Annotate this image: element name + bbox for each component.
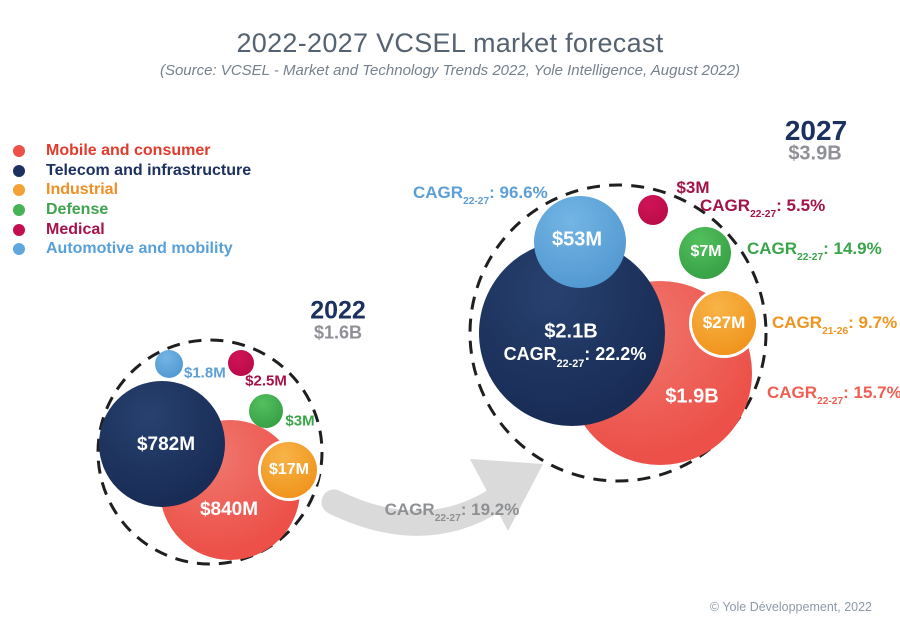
cluster-year-2022: 2022 [310, 296, 366, 325]
cagr-value: : 5.5% [776, 195, 826, 215]
cagr-prefix: CAGR [772, 312, 823, 332]
cagr-value: : 9.7% [848, 312, 898, 332]
value-2022-medical: $2.5M [245, 372, 287, 390]
value-2022-mobile: $840M [199, 499, 259, 520]
cagr-label-2027-telecom: CAGR22-27: 22.2% [503, 344, 647, 370]
bubble-2022-automotive [155, 350, 183, 378]
value-2022-industrial: $17M [268, 461, 310, 478]
cluster-total-2022: $1.6B [313, 322, 363, 343]
growth-arrow-icon [321, 459, 543, 536]
legend-dot-medical-icon [13, 223, 25, 236]
cagr-label-industrial: CAGR21-26: 9.7% [772, 312, 898, 338]
value-2027-telecom: $2.1B [544, 320, 598, 343]
cluster-total-2027: $3.9B [788, 142, 842, 165]
cagr-label-medical: CAGR22-27: 5.5% [700, 195, 826, 221]
value-2027-industrial: $27M [702, 313, 746, 332]
bubble-2022-telecom [99, 381, 225, 507]
cagr-prefix: CAGR [503, 344, 557, 365]
legend-item-medical: Medical [13, 220, 251, 240]
cagr-prefix: CAGR [700, 195, 751, 215]
overall-cagr-label: CAGR22-27: 19.2% [384, 499, 520, 525]
cluster-year-2027: 2027 [784, 115, 848, 146]
bubble-2022-industrial [261, 442, 317, 498]
cagr-value: : 15.7% [843, 382, 900, 402]
value-2022-telecom: $782M [136, 434, 196, 455]
bubble-2022-defense [249, 394, 283, 428]
legend-item-mobile: Mobile and consumer [13, 141, 251, 161]
value-2022-defense: $3M [285, 412, 315, 430]
legend-label-telecom: Telecom and infrastructure [46, 161, 252, 179]
legend-label-mobile: Mobile and consumer [46, 141, 211, 159]
legend-dot-telecom-icon [13, 164, 25, 177]
cagr-prefix: CAGR [767, 382, 818, 402]
legend-label-defense: Defense [46, 200, 109, 218]
cagr-label-defense: CAGR22-27: 14.9% [747, 238, 882, 264]
legend-dot-mobile-icon [13, 144, 25, 157]
cagr-value: : 14.9% [823, 238, 882, 258]
page-title: 2022-2027 VCSEL market forecast [236, 28, 664, 58]
cagr-prefix: CAGR [413, 182, 464, 202]
legend-item-telecom: Telecom and infrastructure [13, 161, 251, 181]
cagr-subscript: 22-27 [556, 357, 585, 370]
cagr-subscript: 22-27 [434, 513, 461, 525]
bubble-2022-medical [228, 350, 254, 376]
cagr-value: : 19.2% [460, 499, 520, 519]
legend-label-medical: Medical [46, 220, 105, 238]
legend-dot-defense-icon [13, 203, 25, 216]
bubble-2027-automotive [534, 196, 626, 288]
copyright-note: © Yole Développement, 2022 [709, 600, 872, 614]
bubble-2027-medical [638, 195, 668, 225]
legend-dot-automotive-icon [13, 243, 25, 256]
dashed-boundary-2027 [468, 183, 768, 483]
legend-item-automotive: Automotive and mobility [13, 239, 251, 259]
cagr-value: : 96.6% [489, 182, 548, 202]
dashed-boundary-2022 [96, 338, 324, 566]
legend-label-industrial: Industrial [46, 181, 119, 199]
cagr-label-mobile: CAGR22-27: 15.7% [767, 382, 900, 408]
bubble-2027-industrial [692, 291, 756, 355]
legend: Mobile and consumer Telecom and infrastr… [13, 141, 251, 259]
legend-dot-industrial-icon [13, 184, 25, 197]
legend-item-defense: Defense [13, 200, 251, 220]
cagr-label-automotive: CAGR22-27: 96.6% [413, 182, 548, 208]
value-2027-defense: $7M [690, 243, 722, 260]
value-2027-mobile: $1.9B [665, 385, 719, 408]
value-2027-medical: $3M [676, 178, 710, 197]
legend-label-automotive: Automotive and mobility [46, 240, 233, 258]
value-2022-automotive: $1.8M [184, 364, 226, 382]
cagr-value: : 22.2% [584, 344, 647, 365]
cagr-subscript: 22-27 [817, 396, 844, 408]
cagr-subscript: 22-27 [797, 252, 824, 264]
cagr-prefix: CAGR [747, 238, 798, 258]
source-subtitle: (Source: VCSEL - Market and Technology T… [159, 62, 741, 79]
cagr-prefix: CAGR [384, 499, 435, 519]
value-2027-automotive: $53M [551, 228, 603, 251]
cagr-subscript: 21-26 [822, 326, 849, 338]
bubble-2027-defense [679, 227, 731, 279]
cagr-subscript: 22-27 [750, 209, 777, 221]
cagr-subscript: 22-27 [463, 196, 490, 208]
legend-item-industrial: Industrial [13, 180, 251, 200]
